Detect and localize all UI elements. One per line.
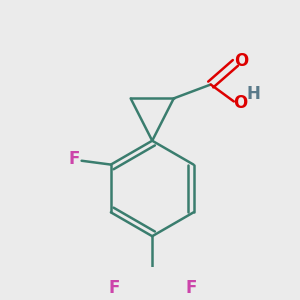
Text: O: O [234,52,249,70]
Text: F: F [68,150,80,168]
Text: F: F [185,279,196,297]
Text: F: F [108,279,119,297]
Text: O: O [233,94,247,112]
Text: H: H [246,85,260,103]
